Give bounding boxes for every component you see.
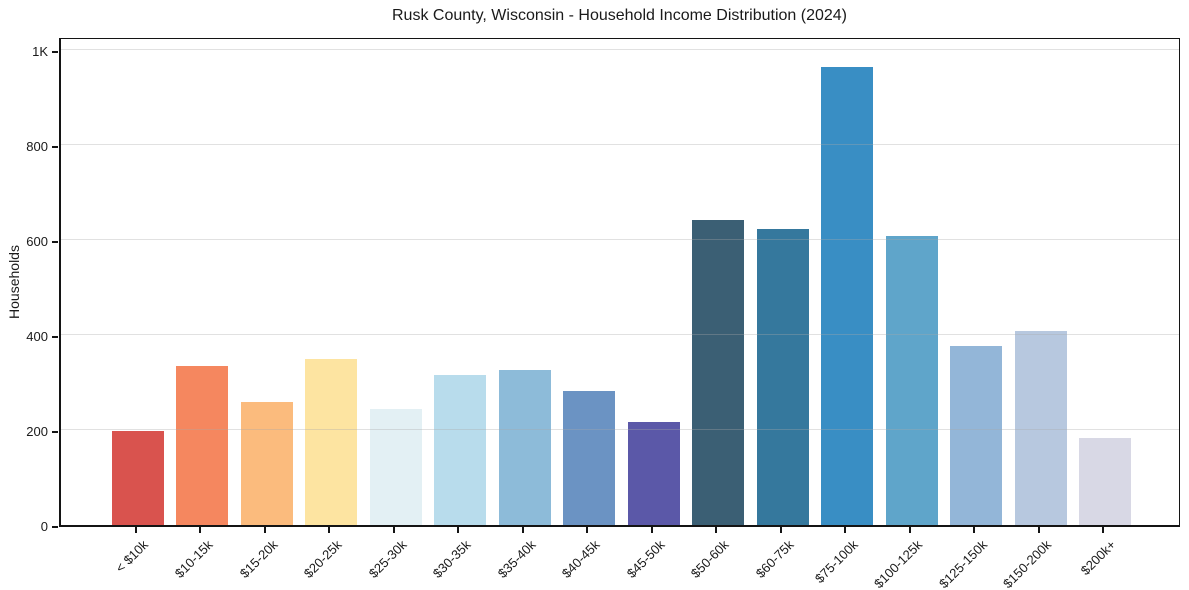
bar (756, 228, 809, 525)
x-tick-mark (263, 527, 266, 533)
y-tick-label: 800 (26, 139, 48, 155)
gridline (61, 429, 1179, 431)
x-tick-mark (392, 527, 395, 533)
x-tick-label: $60-75k (752, 537, 797, 581)
x-tick-mark (650, 527, 653, 533)
x-tick-mark (457, 527, 460, 533)
y-tick-mark (52, 51, 58, 54)
x-tick-mark (586, 527, 589, 533)
y-tick-mark (52, 526, 58, 528)
x-tick-mark (844, 527, 847, 533)
bar (692, 219, 745, 525)
bar (563, 390, 616, 525)
gridline (61, 49, 1179, 51)
x-tick-mark (134, 527, 137, 533)
x-tick-label: $20-25k (301, 537, 345, 581)
x-tick-label: < $10k (112, 537, 152, 576)
x-tick-label: $40-45k (559, 537, 603, 581)
x-tick-mark (328, 527, 331, 533)
x-tick-mark (1102, 527, 1105, 533)
x-tick-label: $75-100k (811, 537, 861, 586)
y-tick-mark (52, 146, 58, 149)
bar (885, 235, 938, 525)
y-tick-label: 600 (26, 234, 48, 250)
bar (821, 66, 874, 525)
x-tick-label: $45-50k (623, 537, 668, 581)
x-tick-mark (908, 527, 911, 533)
x-tick-label: $100-125k (871, 537, 926, 590)
x-tick-mark (779, 527, 782, 533)
bar (176, 365, 229, 525)
x-tick-label: $15-20k (236, 537, 281, 581)
x-tick-mark (1037, 527, 1040, 533)
bar (627, 421, 680, 525)
y-tick-label: 200 (26, 424, 48, 440)
y-tick-mark (52, 336, 58, 339)
x-tick-label: $150-200k (1000, 537, 1055, 590)
bar (498, 369, 551, 525)
x-tick-label: $125-150k (935, 537, 990, 590)
x-tick-mark (199, 527, 202, 533)
gridline (61, 239, 1179, 241)
chart-title: Rusk County, Wisconsin - Household Incom… (391, 7, 847, 24)
gridline (61, 144, 1179, 146)
y-tick-mark (52, 241, 58, 244)
y-axis-label-text: Households (6, 245, 22, 319)
x-tick-mark (973, 527, 976, 533)
bar (434, 375, 487, 525)
x-tick-label: $25-30k (365, 537, 410, 581)
bar (305, 358, 358, 525)
y-tick-label: 400 (26, 329, 48, 345)
x-tick-label: $30-35k (430, 537, 474, 581)
y-tick-label: 1K (32, 44, 48, 60)
plot-area (59, 38, 1180, 527)
x-tick-label: $35-40k (494, 537, 539, 581)
bar (240, 401, 293, 525)
x-tick-label: $50-60k (688, 537, 732, 581)
x-tick-mark (715, 527, 718, 533)
x-tick-mark (521, 527, 524, 533)
bar (111, 431, 164, 525)
y-tick-mark (52, 431, 58, 434)
bar (1079, 438, 1132, 525)
x-tick-label: $10-15k (172, 537, 216, 581)
bar (950, 346, 1003, 525)
y-tick-label: 0 (40, 519, 48, 534)
bar (1014, 330, 1067, 525)
x-tick-label: $200k+ (1077, 537, 1119, 579)
bar (369, 408, 422, 525)
gridline (61, 334, 1179, 336)
